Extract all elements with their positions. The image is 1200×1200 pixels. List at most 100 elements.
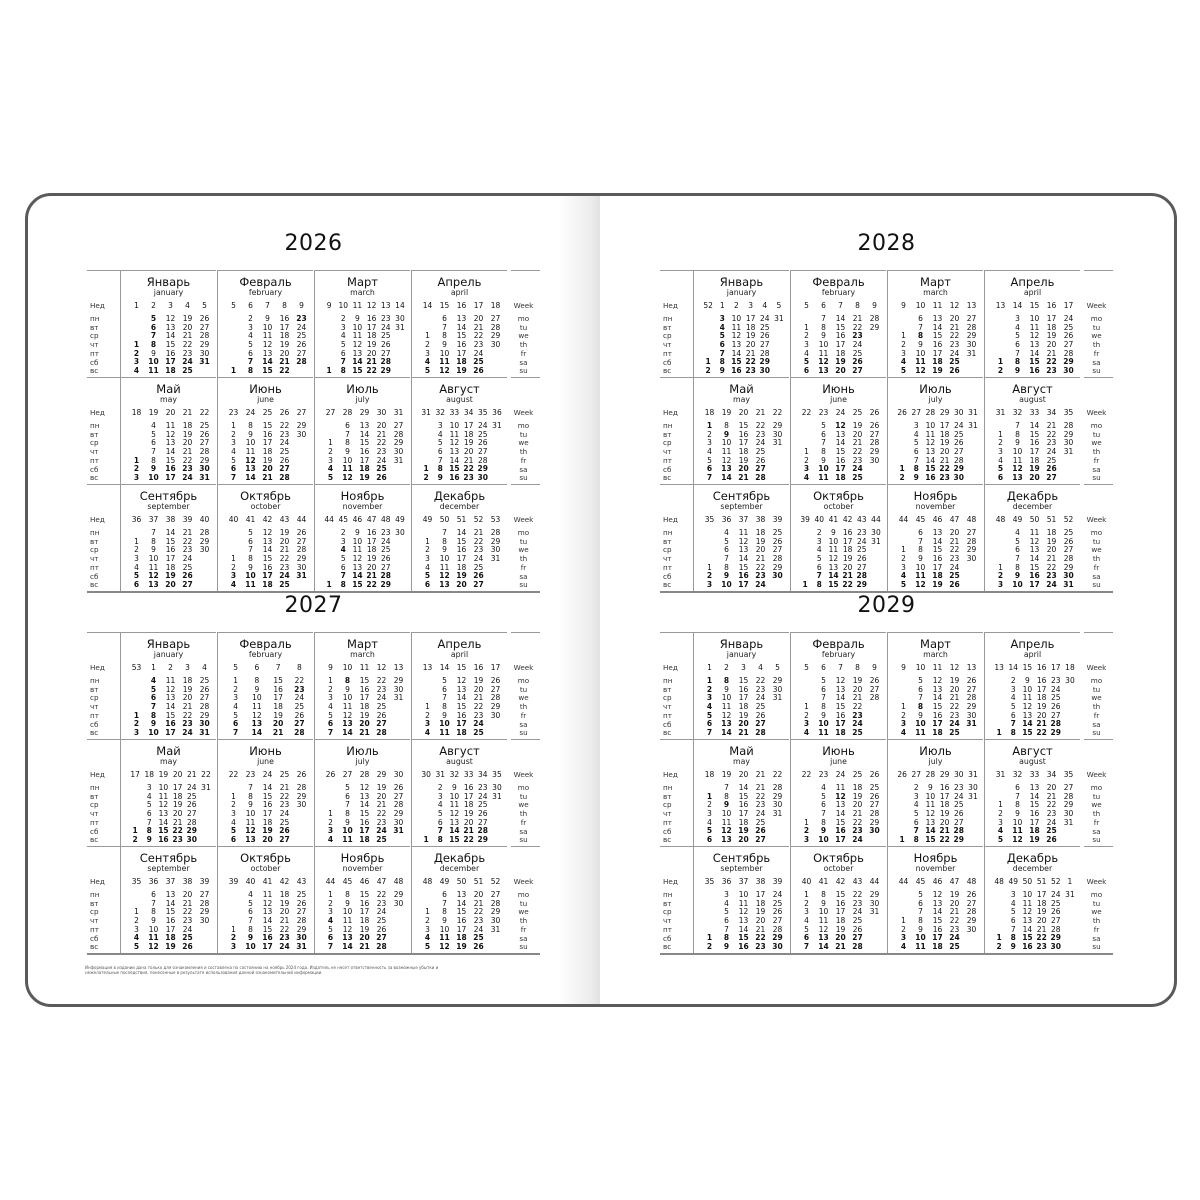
day: 16 — [279, 314, 290, 323]
day: 27 — [296, 536, 307, 546]
month-july: Июль july 27 1 2 3 4 5 28 6 7 8 9 10 11 12 29 13 14 15 16 17… — [314, 377, 410, 484]
week-number: 45 — [338, 515, 349, 524]
day: 4 — [150, 676, 157, 685]
day: 29 — [966, 331, 977, 341]
day: 13 — [262, 907, 273, 917]
day: 13 — [835, 800, 846, 810]
month-grid: 48 1 2 49 3 4 5 6 7 8 9 50 10 11 12 13 14 15 16 51 17 18 19 20… — [992, 877, 1077, 952]
day — [393, 581, 407, 590]
week-number: 6 — [254, 663, 260, 672]
month-grid: 31 1 2 3 4 5 6 32 7 8 9 10 11 12 13 33 14 15 16 17 18 19 20 34… — [992, 408, 1077, 483]
week-column: 22 29 30 31 — [769, 408, 786, 483]
day: 14 — [262, 783, 273, 792]
day: 10 — [721, 438, 732, 448]
day-name: сб — [663, 933, 672, 943]
day: 21 — [852, 438, 863, 448]
day: 30 — [966, 340, 977, 350]
week-column: 32 3 4 5 6 7 8 9 — [433, 408, 447, 483]
week-number: 38 — [755, 877, 766, 886]
day-name: вс — [663, 942, 672, 952]
day: 26 — [279, 455, 290, 465]
day: 15 — [456, 702, 467, 712]
month-july: Июль july 26 1 27 2 3 4 5 6 7 8 28 9 10 11 12 13 14 15 29 16… — [887, 739, 983, 846]
day-name: ср — [90, 907, 99, 917]
week-number: 48 — [381, 515, 391, 524]
day: 11 — [1012, 826, 1023, 836]
day: 28 — [380, 571, 391, 581]
day-name: sa — [1092, 719, 1101, 729]
day: 28 — [490, 898, 501, 908]
day: 3 — [133, 728, 140, 738]
month-name-ru: Март — [347, 275, 378, 289]
day: 16 — [835, 710, 846, 720]
day: 21 — [182, 898, 193, 908]
day: 28 — [187, 817, 197, 827]
day: 22 — [376, 809, 387, 819]
day: 24 — [755, 809, 766, 819]
day: 20 — [949, 898, 960, 908]
day: 14 — [342, 728, 353, 738]
divider — [87, 632, 120, 633]
month-name-en: august — [446, 757, 473, 766]
day: 18 — [738, 817, 749, 827]
month-name-ru: Ноябрь — [913, 489, 958, 503]
day: 21 — [473, 898, 484, 908]
day: 30 — [490, 340, 501, 350]
week-number: 14 — [1012, 301, 1023, 310]
day: 22 — [949, 331, 960, 341]
day: 30 — [393, 447, 404, 457]
month-name-ru: Декабрь — [1006, 489, 1059, 503]
day: 3 — [1010, 684, 1016, 694]
day: 15 — [262, 554, 273, 564]
day: 9 — [254, 684, 260, 694]
day-name: чт — [90, 916, 99, 926]
day: 26 — [954, 438, 964, 448]
day: 7 — [151, 447, 156, 457]
day: 17 — [456, 554, 467, 564]
day: 16 — [738, 571, 749, 581]
day: 17 — [359, 693, 370, 703]
day-name: сб — [90, 719, 99, 729]
day: 20 — [939, 817, 950, 827]
week-column: 3 17 18 19 20 21 22 23 — [744, 301, 758, 376]
day: 11 — [818, 728, 829, 738]
day-name: вс — [663, 580, 672, 590]
week-number: 13 — [966, 663, 977, 672]
day: 26 — [478, 438, 488, 448]
week-column: 47 19 20 21 22 23 24 25 — [946, 877, 963, 952]
day — [772, 367, 786, 376]
week-number: 33 — [463, 770, 474, 779]
day: 30 — [869, 826, 880, 836]
day: 21 — [376, 429, 387, 439]
month-february: Февраль february 5 1 2 3 4 5 6 6 7 8 9 10 11 12 13 7 14 15… — [790, 270, 886, 377]
day: 12 — [342, 710, 353, 720]
day: 27 — [294, 719, 305, 729]
day: 9 — [918, 710, 923, 720]
day: 17 — [738, 438, 749, 448]
day-name: сб — [90, 571, 99, 581]
day: 17 — [835, 835, 846, 845]
week-column: 35 24 25 26 27 28 29 30 — [476, 408, 490, 483]
week-column: 48 26 27 28 29 30 — [963, 877, 980, 952]
month-name-ru: Март — [920, 275, 951, 289]
day: 13 — [721, 464, 732, 474]
day: 22 — [852, 817, 863, 827]
day: 12 — [1012, 464, 1023, 474]
day — [866, 943, 883, 952]
week-column: 39 27 28 29 30 — [196, 877, 213, 952]
week-column: 49 4 5 6 7 8 9 10 — [1009, 515, 1026, 590]
day: 1 — [328, 890, 333, 899]
day-names: пн вт ср чт пт сб вс — [90, 890, 123, 952]
day: 19 — [1036, 907, 1047, 917]
day: 20 — [738, 719, 749, 729]
day: 13 — [1029, 545, 1040, 555]
week-number: 9 — [299, 301, 304, 310]
week-label: Нед — [90, 663, 105, 672]
month-name-ru: Май — [156, 382, 181, 396]
week-column: 36 6 7 8 9 10 11 12 — [145, 877, 162, 952]
day: 25 — [772, 898, 783, 908]
